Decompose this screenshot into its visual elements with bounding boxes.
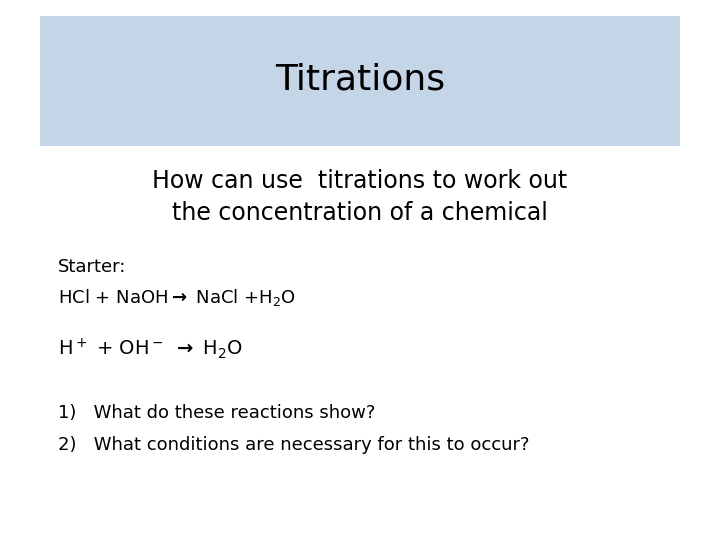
Text: H$^+$ + OH$^-$ $\bf{\rightarrow}$ H$_2$O: H$^+$ + OH$^-$ $\bf{\rightarrow}$ H$_2$O bbox=[58, 336, 243, 361]
Text: 2)   What conditions are necessary for this to occur?: 2) What conditions are necessary for thi… bbox=[58, 436, 529, 455]
FancyBboxPatch shape bbox=[40, 16, 680, 146]
Text: How can use  titrations to work out: How can use titrations to work out bbox=[153, 169, 567, 193]
Text: Titrations: Titrations bbox=[275, 63, 445, 97]
Text: the concentration of a chemical: the concentration of a chemical bbox=[172, 201, 548, 225]
Text: Starter:: Starter: bbox=[58, 258, 126, 276]
Text: 1)   What do these reactions show?: 1) What do these reactions show? bbox=[58, 404, 375, 422]
Text: HCl + NaOH$\bf{\rightarrow}$ NaCl +H$_2$O: HCl + NaOH$\bf{\rightarrow}$ NaCl +H$_2$… bbox=[58, 287, 295, 307]
